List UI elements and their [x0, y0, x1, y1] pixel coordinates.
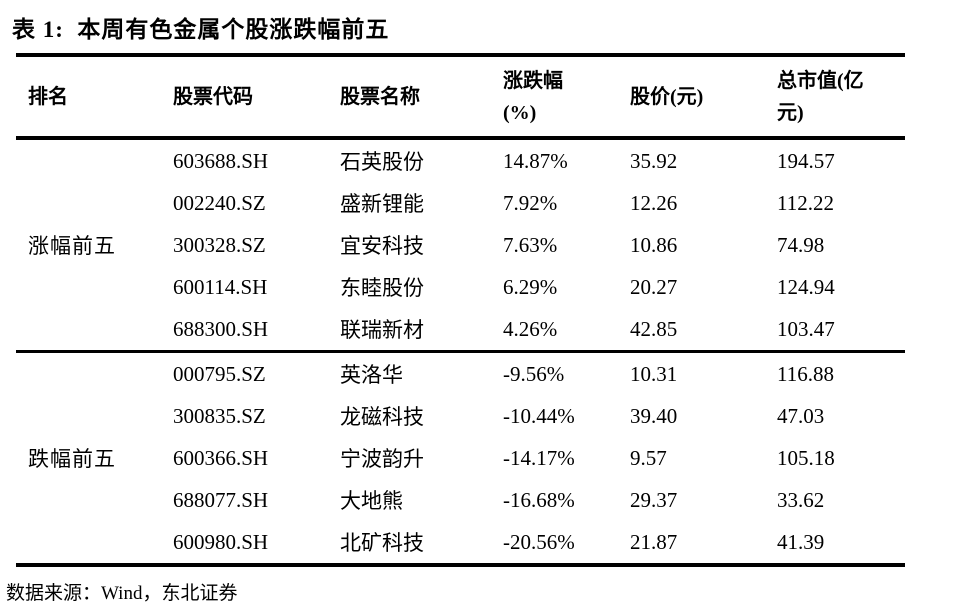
name-cell: 宁波韵升 [340, 447, 424, 471]
code-cell: 300328.SZ [173, 232, 266, 257]
code-cell: 002240.SZ [173, 190, 266, 215]
market-cap-cell: 194.57 [777, 148, 835, 173]
table-row: 600366.SH 宁波韵升 -14.17% 9.57 105.18 [16, 437, 905, 479]
name-cell: 龙磁科技 [340, 405, 424, 429]
table-header-row: 排名 股票代码 股票名称 涨跌幅 (%) 股价(元) 总市值(亿 元) [16, 55, 905, 140]
table-row: 300835.SZ 龙磁科技 -10.44% 39.40 47.03 [16, 395, 905, 437]
name-cell: 大地熊 [340, 489, 403, 513]
price-cell: 42.85 [630, 308, 777, 353]
price-cell: 10.31 [630, 361, 678, 386]
market-cap-cell: 74.98 [777, 232, 825, 257]
column-header-rank: 排名 [16, 55, 173, 140]
name-cell: 盛新锂能 [340, 192, 424, 216]
price-cell: 12.26 [630, 190, 678, 215]
group-label-cell: 涨幅前五 [16, 138, 173, 353]
market-cap-cell: 105.18 [777, 445, 835, 470]
change-pct-cell: -14.17% [503, 445, 575, 470]
table-row: 600114.SH 东睦股份 6.29% 20.27 124.94 [16, 266, 905, 308]
data-source-note: 数据来源：Wind，东北证券 [6, 583, 238, 604]
code-cell: 688077.SH [173, 487, 269, 512]
change-pct-cell: -9.56% [503, 361, 565, 386]
price-cell: 9.57 [630, 445, 667, 470]
name-cell: 东睦股份 [340, 276, 424, 300]
change-pct-cell: 4.26% [503, 308, 630, 353]
table-row: 688300.SH 联瑞新材 4.26% 42.85 103.47 [16, 308, 905, 353]
name-cell: 宜安科技 [340, 234, 424, 258]
column-header-name: 股票名称 [340, 55, 503, 140]
change-pct-cell: -16.68% [503, 487, 575, 512]
column-header-market_cap: 总市值(亿 元) [777, 55, 905, 140]
table-group: 涨幅前五 603688.SH 石英股份 14.87% 35.92 194.57 002240… [16, 138, 905, 353]
price-cell: 35.92 [630, 148, 678, 173]
price-cell: 39.40 [630, 403, 678, 428]
table-row: 002240.SZ 盛新锂能 7.92% 12.26 112.22 [16, 182, 905, 224]
market-cap-cell: 112.22 [777, 190, 834, 215]
change-pct-cell: 6.29% [503, 274, 558, 299]
price-cell: 21.87 [630, 521, 777, 567]
change-pct-cell: 7.63% [503, 232, 558, 257]
stocks-table: 排名 股票代码 股票名称 涨跌幅 (%) 股价(元) 总市值(亿 元) 涨幅前五 60368… [16, 53, 905, 567]
code-cell: 603688.SH [173, 148, 269, 173]
column-header-change_pct: 涨跌幅 (%) [503, 55, 630, 140]
market-cap-cell: 116.88 [777, 361, 834, 386]
table-group: 跌幅前五 000795.SZ 英洛华 -9.56% 10.31 116.88 300835.… [16, 351, 905, 567]
group-label-cell: 跌幅前五 [16, 351, 173, 567]
table-row: 688077.SH 大地熊 -16.68% 29.37 33.62 [16, 479, 905, 521]
table-row: 300328.SZ 宜安科技 7.63% 10.86 74.98 [16, 224, 905, 266]
name-cell: 联瑞新材 [340, 308, 503, 353]
table-row: 600980.SH 北矿科技 -20.56% 21.87 41.39 [16, 521, 905, 567]
market-cap-cell: 103.47 [777, 308, 905, 353]
change-pct-cell: 14.87% [503, 148, 568, 173]
market-cap-cell: 33.62 [777, 487, 825, 512]
market-cap-cell: 124.94 [777, 274, 835, 299]
table-row: 跌幅前五 000795.SZ 英洛华 -9.56% 10.31 116.88 [16, 351, 905, 567]
market-cap-cell: 47.03 [777, 403, 825, 428]
table-title: 表 1: 本周有色金属个股涨跌幅前五 [12, 17, 390, 42]
column-header-price: 股价(元) [630, 55, 777, 140]
table-row: 涨幅前五 603688.SH 石英股份 14.87% 35.92 194.57 [16, 138, 905, 353]
code-cell: 688300.SH [173, 308, 340, 353]
name-cell: 英洛华 [340, 363, 403, 387]
report-table-page: 表 1: 本周有色金属个股涨跌幅前五 排名 股票代码 股票名称 涨跌幅 (%) 股价(元… [0, 10, 967, 610]
price-cell: 20.27 [630, 274, 678, 299]
code-cell: 600366.SH [173, 445, 269, 470]
change-pct-cell: -20.56% [503, 521, 630, 567]
name-cell: 石英股份 [340, 150, 424, 174]
change-pct-cell: 7.92% [503, 190, 558, 215]
name-cell: 北矿科技 [340, 521, 503, 567]
price-cell: 10.86 [630, 232, 678, 257]
change-pct-cell: -10.44% [503, 403, 575, 428]
code-cell: 000795.SZ [173, 361, 266, 386]
price-cell: 29.37 [630, 487, 678, 512]
code-cell: 300835.SZ [173, 403, 266, 428]
market-cap-cell: 41.39 [777, 521, 905, 567]
code-cell: 600980.SH [173, 521, 340, 567]
code-cell: 600114.SH [173, 274, 268, 299]
column-header-code: 股票代码 [173, 55, 340, 140]
